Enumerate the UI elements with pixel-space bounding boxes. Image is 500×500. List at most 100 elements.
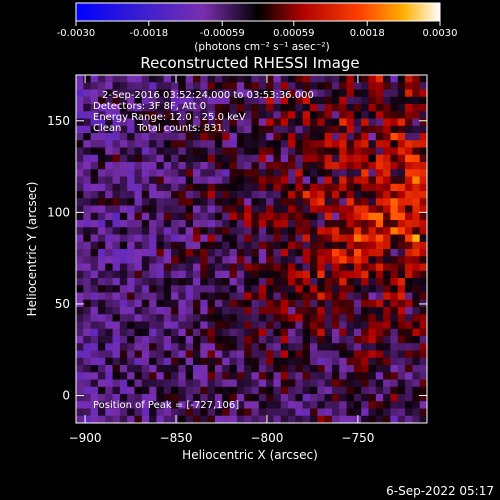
heatmap-cell xyxy=(324,307,333,315)
heatmap-cell xyxy=(90,372,99,380)
heatmap-cell xyxy=(258,176,267,185)
heatmap-cell xyxy=(288,365,296,373)
heatmap-cell xyxy=(383,350,391,359)
heatmap-cell xyxy=(339,183,347,192)
heatmap-cell xyxy=(222,328,230,337)
heatmap-cell xyxy=(258,96,267,105)
heatmap-cell xyxy=(112,357,121,366)
heatmap-cell xyxy=(383,241,391,250)
heatmap-cell xyxy=(134,104,143,112)
heatmap-cell xyxy=(134,270,143,279)
heatmap-cell xyxy=(178,357,187,366)
heatmap-cell xyxy=(127,270,135,279)
heatmap-cell xyxy=(83,118,92,127)
heatmap-cell xyxy=(412,372,421,380)
heatmap-cell xyxy=(214,249,223,257)
heatmap-cell xyxy=(244,408,252,417)
heatmap-cell xyxy=(295,89,304,98)
heatmap-cell xyxy=(171,408,179,417)
heatmap-cell xyxy=(127,89,135,98)
heatmap-cell xyxy=(375,191,384,199)
heatmap-cell xyxy=(310,415,318,423)
heatmap-cell xyxy=(397,205,406,214)
heatmap-cell xyxy=(156,169,165,177)
heatmap-cell xyxy=(302,314,311,322)
heatmap-cell xyxy=(375,147,384,156)
heatmap-cell xyxy=(185,357,194,366)
colorbar-tick-label: 0.0030 xyxy=(423,28,458,39)
heatmap-cell xyxy=(214,336,223,344)
heatmap-cell xyxy=(105,379,113,388)
heatmap-cell xyxy=(346,191,355,199)
heatmap-cell xyxy=(163,125,172,134)
heatmap-cell xyxy=(353,357,362,366)
heatmap-cell xyxy=(258,212,267,221)
heatmap-cell xyxy=(353,372,362,380)
heatmap-cell xyxy=(244,111,252,119)
heatmap-cell xyxy=(207,299,216,308)
heatmap-cell xyxy=(346,234,355,243)
heatmap-cell xyxy=(90,321,99,330)
heatmap-cell xyxy=(90,220,99,228)
heatmap-cell xyxy=(375,111,384,119)
heatmap-cell xyxy=(141,162,150,170)
x-tick-label: −800 xyxy=(250,431,283,445)
heatmap-cell xyxy=(127,241,135,250)
heatmap-cell xyxy=(375,169,384,177)
heatmap-cell xyxy=(149,162,157,170)
heatmap-cell xyxy=(83,154,92,163)
heatmap-cell xyxy=(163,162,172,170)
heatmap-cell xyxy=(397,234,406,243)
heatmap-cell xyxy=(288,75,296,83)
heatmap-cell xyxy=(302,75,311,83)
heatmap-cell xyxy=(419,408,427,417)
heatmap-cell xyxy=(119,176,128,185)
heatmap-cell xyxy=(353,278,362,286)
heatmap-cell xyxy=(185,270,194,279)
heatmap-cell xyxy=(405,249,413,257)
heatmap-cell xyxy=(310,314,318,322)
heatmap-cell xyxy=(171,321,179,330)
heatmap-cell xyxy=(346,82,355,90)
heatmap-cell xyxy=(83,162,92,170)
heatmap-cell xyxy=(295,212,304,221)
heatmap-cell xyxy=(375,350,384,359)
heatmap-cell xyxy=(273,249,282,257)
heatmap-cell xyxy=(193,89,201,98)
heatmap-cell xyxy=(383,75,391,83)
heatmap-cell xyxy=(185,292,194,301)
heatmap-cell xyxy=(251,379,260,388)
heatmap-cell xyxy=(171,241,179,250)
heatmap-cell xyxy=(178,379,187,388)
heatmap-cell xyxy=(258,104,267,112)
heatmap-cell xyxy=(368,89,377,98)
heatmap-cell xyxy=(412,415,421,423)
heatmap-cell xyxy=(163,343,172,351)
heatmap-cell xyxy=(258,408,267,417)
heatmap-cell xyxy=(353,241,362,250)
heatmap-cell xyxy=(324,365,333,373)
heatmap-cell xyxy=(193,408,201,417)
heatmap-cell xyxy=(339,299,347,308)
heatmap-cell xyxy=(127,408,135,417)
heatmap-cell xyxy=(302,212,311,221)
heatmap-cell xyxy=(149,394,157,402)
heatmap-cell xyxy=(163,111,172,119)
heatmap-cell xyxy=(97,118,106,127)
heatmap-cell xyxy=(251,125,260,134)
heatmap-cell xyxy=(156,118,165,127)
heatmap-cell xyxy=(375,365,384,373)
heatmap-cell xyxy=(390,227,399,235)
heatmap-cell xyxy=(244,350,252,359)
heatmap-cell xyxy=(127,365,135,373)
heatmap-cell xyxy=(251,96,260,105)
heatmap-cell xyxy=(185,394,194,402)
heatmap-cell xyxy=(134,379,143,388)
heatmap-cell xyxy=(310,82,318,90)
heatmap-cell xyxy=(280,212,289,221)
heatmap-cell xyxy=(200,401,209,409)
heatmap-cell xyxy=(361,89,369,98)
heatmap-cell xyxy=(324,169,333,177)
heatmap-cell xyxy=(419,241,427,250)
heatmap-cell xyxy=(200,415,209,423)
